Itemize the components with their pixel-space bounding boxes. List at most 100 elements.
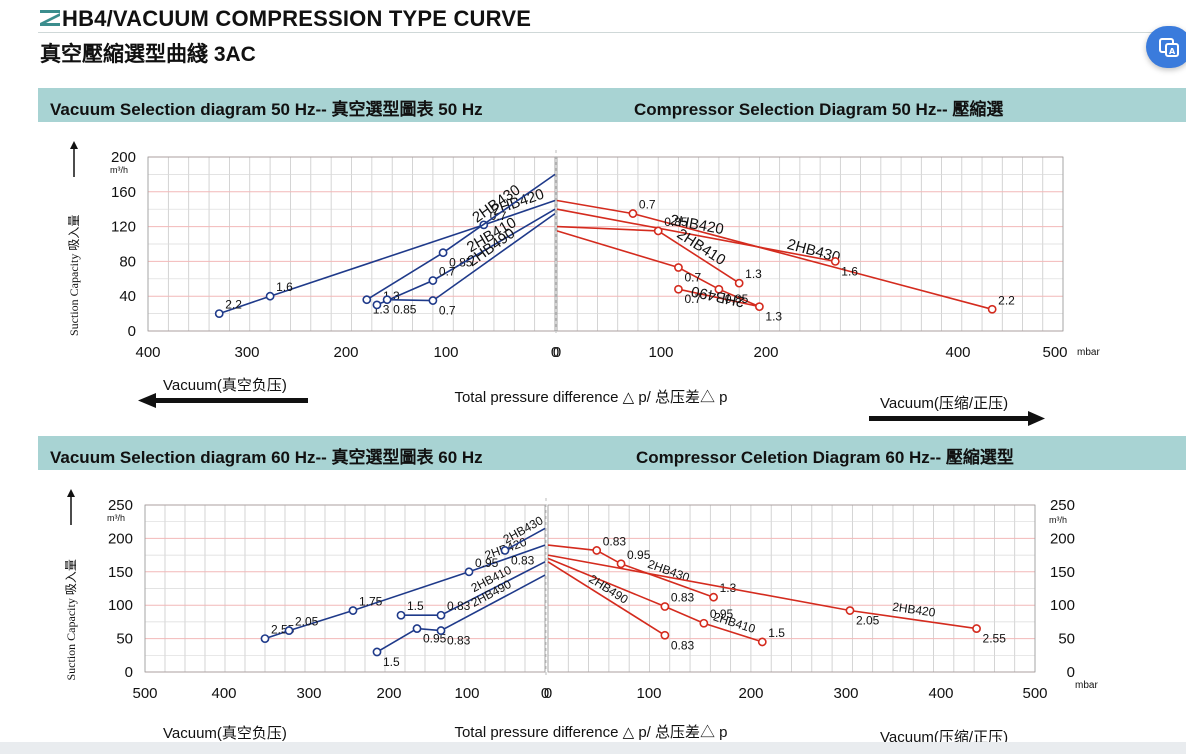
plot-frame xyxy=(144,504,546,673)
data-label: 0.95 xyxy=(475,556,499,570)
x-tick-label: 400 xyxy=(211,685,236,702)
band-50hz-left-title: Vacuum Selection diagram 50 Hz-- 真空選型圖表 … xyxy=(50,100,483,119)
x-tick-label: 100 xyxy=(433,344,458,361)
y-tick-label: 160 xyxy=(111,184,136,201)
translate-icon: A xyxy=(1159,38,1179,57)
series-name-label: 2HB420 xyxy=(891,600,936,620)
data-label: 0.83 xyxy=(603,534,627,548)
data-label: 0.83 xyxy=(447,599,471,613)
data-label: 2.05 xyxy=(295,615,319,629)
x-tick-label: 300 xyxy=(833,685,858,702)
x-tick-label: 200 xyxy=(753,344,778,361)
data-point xyxy=(699,618,709,628)
data-label: 0.85 xyxy=(664,215,688,229)
x-tick-label: 400 xyxy=(135,344,160,361)
data-label: 0.85 xyxy=(725,292,749,306)
data-point xyxy=(214,309,224,318)
data-point xyxy=(428,296,438,305)
vacuum-left-label: Vacuum(真空负压) xyxy=(163,724,287,742)
title-row: HB4/VACUUM COMPRESSION TYPE CURVE xyxy=(38,4,1186,33)
chart-1: 0 100 200 400 500 mbar0.72.22HB4301.62HB4200.… xyxy=(553,156,1100,361)
data-point xyxy=(348,606,358,615)
data-point xyxy=(755,302,764,312)
band-60hz-left-title: Vacuum Selection diagram 60 Hz-- 真空選型圖表 … xyxy=(50,448,483,467)
data-label: 0.7 xyxy=(684,270,701,284)
y-unit-label: m³/h xyxy=(1049,515,1067,525)
data-label: 1.5 xyxy=(768,626,785,640)
data-label: 0.83 xyxy=(511,553,535,567)
data-label: 2.55 xyxy=(983,632,1007,646)
series-line-2HB490 xyxy=(547,561,666,636)
y-tick-label: 40 xyxy=(119,288,136,305)
data-label: 2.05 xyxy=(856,614,880,628)
data-point xyxy=(372,300,382,310)
data-point xyxy=(660,602,670,611)
y-tick-label: 150 xyxy=(1050,564,1075,581)
y-axis-title: Suction Capacity 吸入量 xyxy=(67,215,81,336)
scroll-bar[interactable] xyxy=(0,742,1186,754)
data-point xyxy=(436,610,446,620)
x-tick-label: 500 xyxy=(1022,685,1047,702)
x-tick-label: 500 xyxy=(1042,344,1067,361)
data-point xyxy=(628,209,638,218)
data-label: 0.7 xyxy=(639,198,656,212)
data-point xyxy=(674,263,683,272)
data-label: 0.95 xyxy=(627,548,651,562)
x-tick-label: 400 xyxy=(945,344,970,361)
data-point xyxy=(972,624,981,633)
series-line-2HB420 xyxy=(218,199,556,315)
arrow-right-icon xyxy=(1028,411,1045,426)
y-tick-label: 0 xyxy=(128,323,136,340)
x-unit-label: mbar xyxy=(1075,680,1098,691)
data-label: 0.95 xyxy=(710,607,734,621)
y-tick-label: 80 xyxy=(119,253,136,270)
brand-logo-icon xyxy=(40,10,60,26)
y-tick-label: 150 xyxy=(108,564,133,581)
plot-frame xyxy=(556,156,1064,332)
data-label: 1.6 xyxy=(276,280,293,294)
data-label: 1.3 xyxy=(765,310,782,324)
band-50hz: Vacuum Selection diagram 50 Hz-- 真空選型圖表 … xyxy=(38,88,1186,122)
series-line-2HB430 xyxy=(556,199,993,311)
arrow-up-icon xyxy=(70,141,78,149)
data-point xyxy=(987,304,997,314)
vacuum-right-label: Vacuum(压缩/正压) xyxy=(880,729,1008,746)
data-point xyxy=(660,630,670,640)
x-tick-label: 300 xyxy=(234,344,259,361)
data-point xyxy=(265,291,275,301)
plot-frame xyxy=(147,156,556,332)
arrow-left-icon xyxy=(138,393,156,408)
vacuum-arrow-right-0: Vacuum(压缩/正压) xyxy=(869,395,1045,426)
data-point xyxy=(464,567,474,577)
svg-text:A: A xyxy=(1169,47,1176,56)
series-line-2HB490 xyxy=(376,574,546,653)
x-tick-label: 0 xyxy=(551,344,559,361)
vacuum-left-label: Vacuum(真空负压) xyxy=(163,376,287,394)
x-tick-label: 400 xyxy=(928,685,953,702)
y-tick-label: 0 xyxy=(125,664,133,681)
series-line-2HB410 xyxy=(547,557,763,643)
x-tick-label: 0 xyxy=(541,685,549,702)
data-point xyxy=(709,592,718,602)
y-axis-title: Suction Capacity 吸入量 xyxy=(64,559,78,680)
y-tick-label: 0 xyxy=(1067,664,1075,681)
data-label: 1.6 xyxy=(841,264,858,278)
data-point xyxy=(734,278,744,288)
translate-button[interactable]: A xyxy=(1146,26,1186,68)
band-50hz-right-title: Compressor Selection Diagram 50 Hz-- 壓縮選 xyxy=(634,100,1004,119)
data-label: 0.85 xyxy=(449,256,473,270)
data-point xyxy=(757,637,767,647)
data-point xyxy=(372,647,382,657)
y-tick-label: 50 xyxy=(1058,631,1075,648)
y-unit-label: m³/h xyxy=(110,165,128,175)
data-point xyxy=(362,295,372,305)
data-point xyxy=(830,256,840,266)
x-tick-label: 100 xyxy=(454,685,479,702)
data-label: 0.83 xyxy=(671,638,695,652)
data-label: 1.75 xyxy=(359,595,383,609)
arrow-shaft xyxy=(869,416,1031,421)
data-label: 1.5 xyxy=(383,655,400,669)
